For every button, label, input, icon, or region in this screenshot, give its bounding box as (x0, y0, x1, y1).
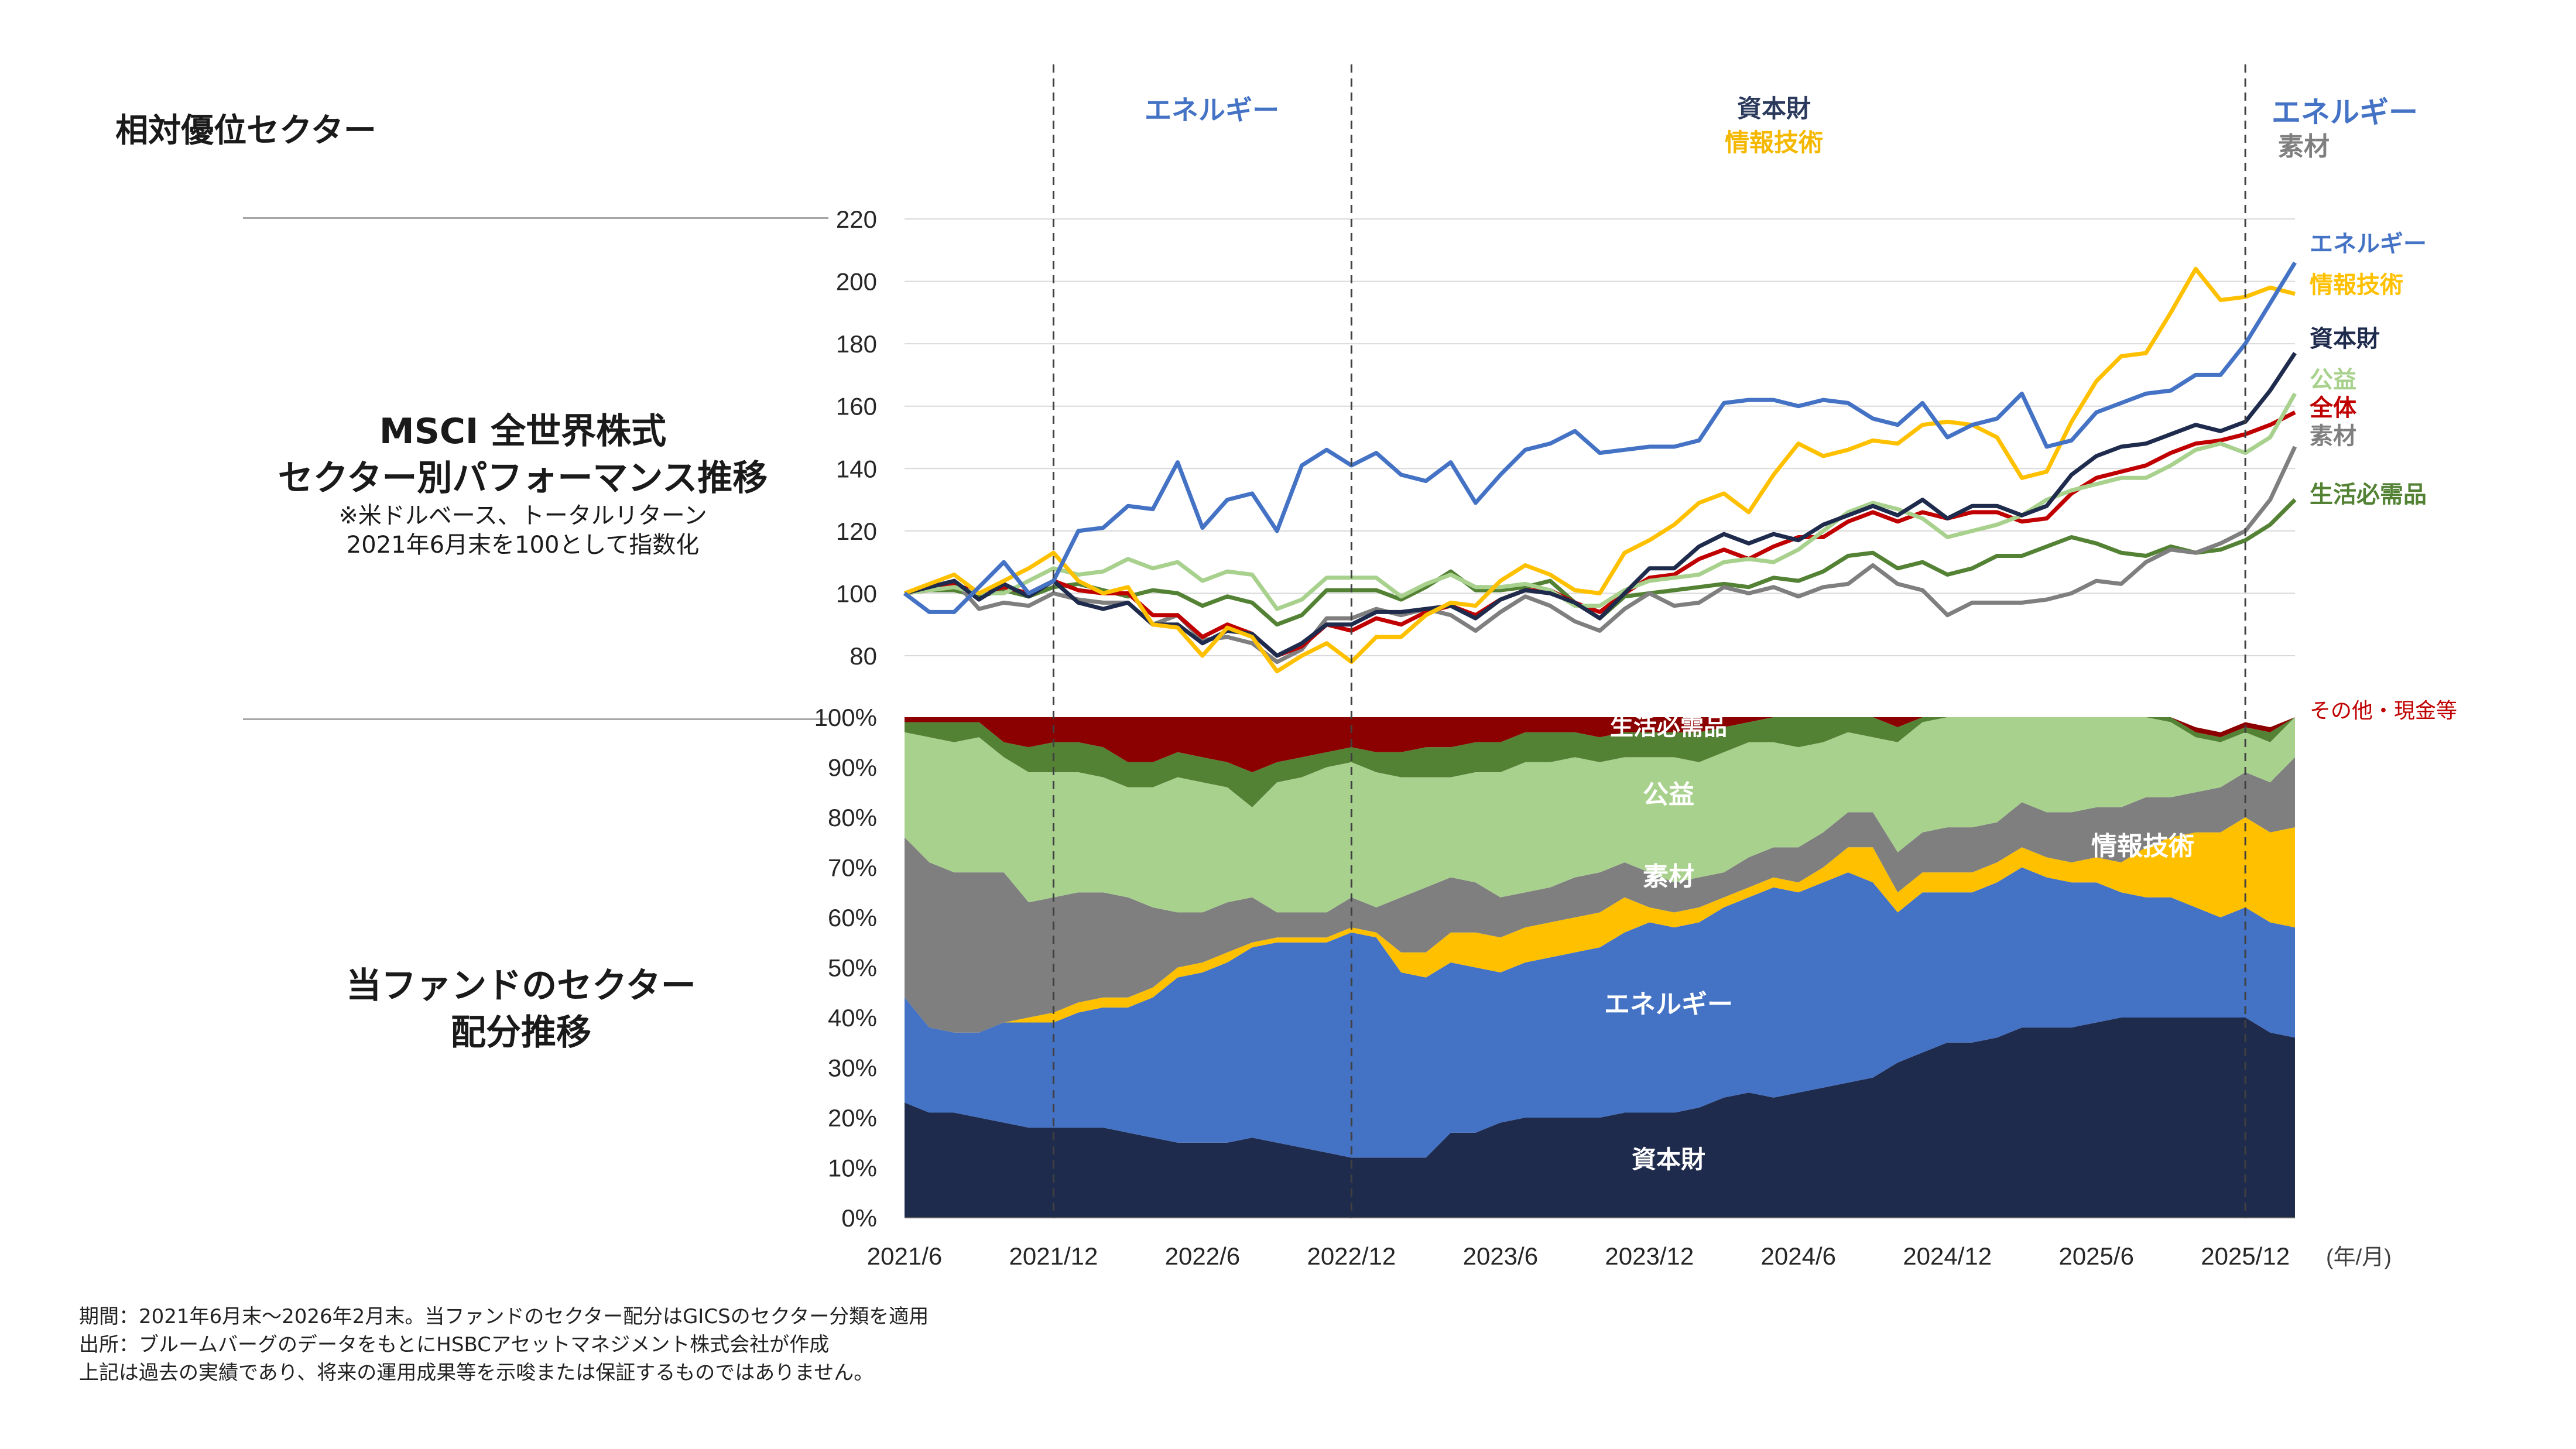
area-label: 資本財 (1632, 1146, 1705, 1173)
msci-title-line-2: セクター別パフォーマンス推移 (278, 458, 768, 499)
area-label: 生活必需品 (1610, 714, 1727, 740)
area-label: 素材 (1643, 862, 1694, 891)
bottom-y-tick-label: 10% (828, 1155, 877, 1182)
period-label-materials: 素材 (2278, 132, 2330, 162)
msci-note-line-1: ※米ドルベース、トータルリターン (338, 502, 707, 529)
top-y-tick-label: 220 (836, 205, 877, 233)
footnote-disclaimer: 上記は過去の実績であり、将来の運用成果等を示唆または保証するものではありません。 (79, 1361, 874, 1385)
bottom-y-tick-label: 80% (828, 804, 877, 831)
x-tick-label: 2023/6 (1463, 1242, 1538, 1270)
bottom-y-tick-label: 90% (828, 754, 877, 782)
area-label: 情報技術 (2091, 832, 2194, 861)
line-end-label: 情報技術 (2310, 272, 2403, 298)
top-y-tick-label: 180 (836, 330, 877, 358)
x-tick-label: 2025/6 (2058, 1242, 2133, 1270)
msci-title-line-1: MSCI 全世界株式 (379, 411, 667, 452)
x-tick-label: 2023/12 (1605, 1242, 1694, 1270)
top-y-tick-label: 80 (849, 642, 877, 670)
area-series-2 (905, 817, 2295, 1033)
line-end-label: 公益 (2310, 367, 2356, 393)
fund-title-line-2: 配分推移 (451, 1012, 591, 1053)
line-series-2 (904, 352, 2297, 658)
x-axis-unit-label: (年/月) (2326, 1245, 2392, 1270)
footnote-source: 出所：ブルームバーグのデータをもとにHSBCアセットマネジメント株式会社が作成 (79, 1333, 830, 1356)
msci-note-line-2: 2021年6月末を100として指数化 (346, 532, 700, 559)
period-label-energy-2: エネルギー (2272, 95, 2418, 129)
area-series-5 (905, 717, 2295, 807)
area-series-3 (905, 757, 2295, 1033)
area-series-4 (905, 717, 2295, 913)
line-end-label: 生活必需品 (2310, 482, 2427, 508)
fund-title-line-1: 当ファンドのセクター (346, 965, 696, 1006)
bottom-y-tick-label: 100% (814, 704, 877, 731)
bottom-y-tick-label: 70% (828, 854, 877, 882)
area-series-6 (905, 717, 2295, 772)
line-end-label: 資本財 (2310, 326, 2380, 352)
area-label: 公益 (1643, 780, 1694, 809)
line-series-1 (903, 266, 2296, 674)
top-y-tick-label: 160 (836, 393, 877, 420)
area-label: エネルギー (1604, 990, 1733, 1019)
line-end-label: 全体 (2309, 395, 2356, 421)
divider-line-top (243, 217, 828, 219)
bottom-y-tick-label: 0% (841, 1204, 877, 1232)
x-tick-label: 2025/12 (2201, 1242, 2290, 1270)
period-label-energy-1: エネルギー (1145, 94, 1279, 126)
area-series-1 (905, 867, 2295, 1158)
line-series-0 (903, 261, 2297, 614)
x-tick-label: 2022/12 (1307, 1242, 1396, 1270)
footnote-period: 期間：2021年6月末～2026年2月末。当ファンドのセクター配分はGICSのセ… (79, 1305, 929, 1328)
bottom-y-tick-label: 20% (828, 1104, 877, 1132)
line-series-5 (904, 446, 2297, 664)
line-end-label: エネルギー (2310, 231, 2427, 257)
line-series-3 (904, 392, 2297, 611)
line-end-label: 素材 (2310, 423, 2356, 449)
bottom-y-tick-label: 40% (828, 1004, 877, 1032)
divider-line-middle (243, 718, 828, 720)
x-tick-label: 2021/6 (867, 1242, 942, 1270)
top-y-tick-label: 140 (836, 455, 877, 482)
bottom-y-tick-label: 50% (828, 954, 877, 982)
top-y-tick-label: 120 (836, 518, 877, 545)
area-label: その他・現金等 (2310, 698, 2457, 722)
x-tick-label: 2022/6 (1165, 1242, 1240, 1270)
relative-sector-label: 相対優位セクター (115, 112, 376, 150)
top-y-tick-label: 100 (836, 580, 877, 607)
bottom-y-tick-label: 60% (828, 904, 877, 931)
top-y-tick-label: 200 (836, 268, 877, 296)
x-tick-label: 2024/12 (1903, 1242, 1992, 1270)
bottom-y-tick-label: 30% (828, 1054, 877, 1082)
period-label-it: 情報技術 (1724, 128, 1823, 157)
period-label-capital-goods: 資本財 (1736, 94, 1811, 123)
x-tick-label: 2021/12 (1009, 1242, 1098, 1270)
x-tick-label: 2024/6 (1761, 1242, 1836, 1270)
